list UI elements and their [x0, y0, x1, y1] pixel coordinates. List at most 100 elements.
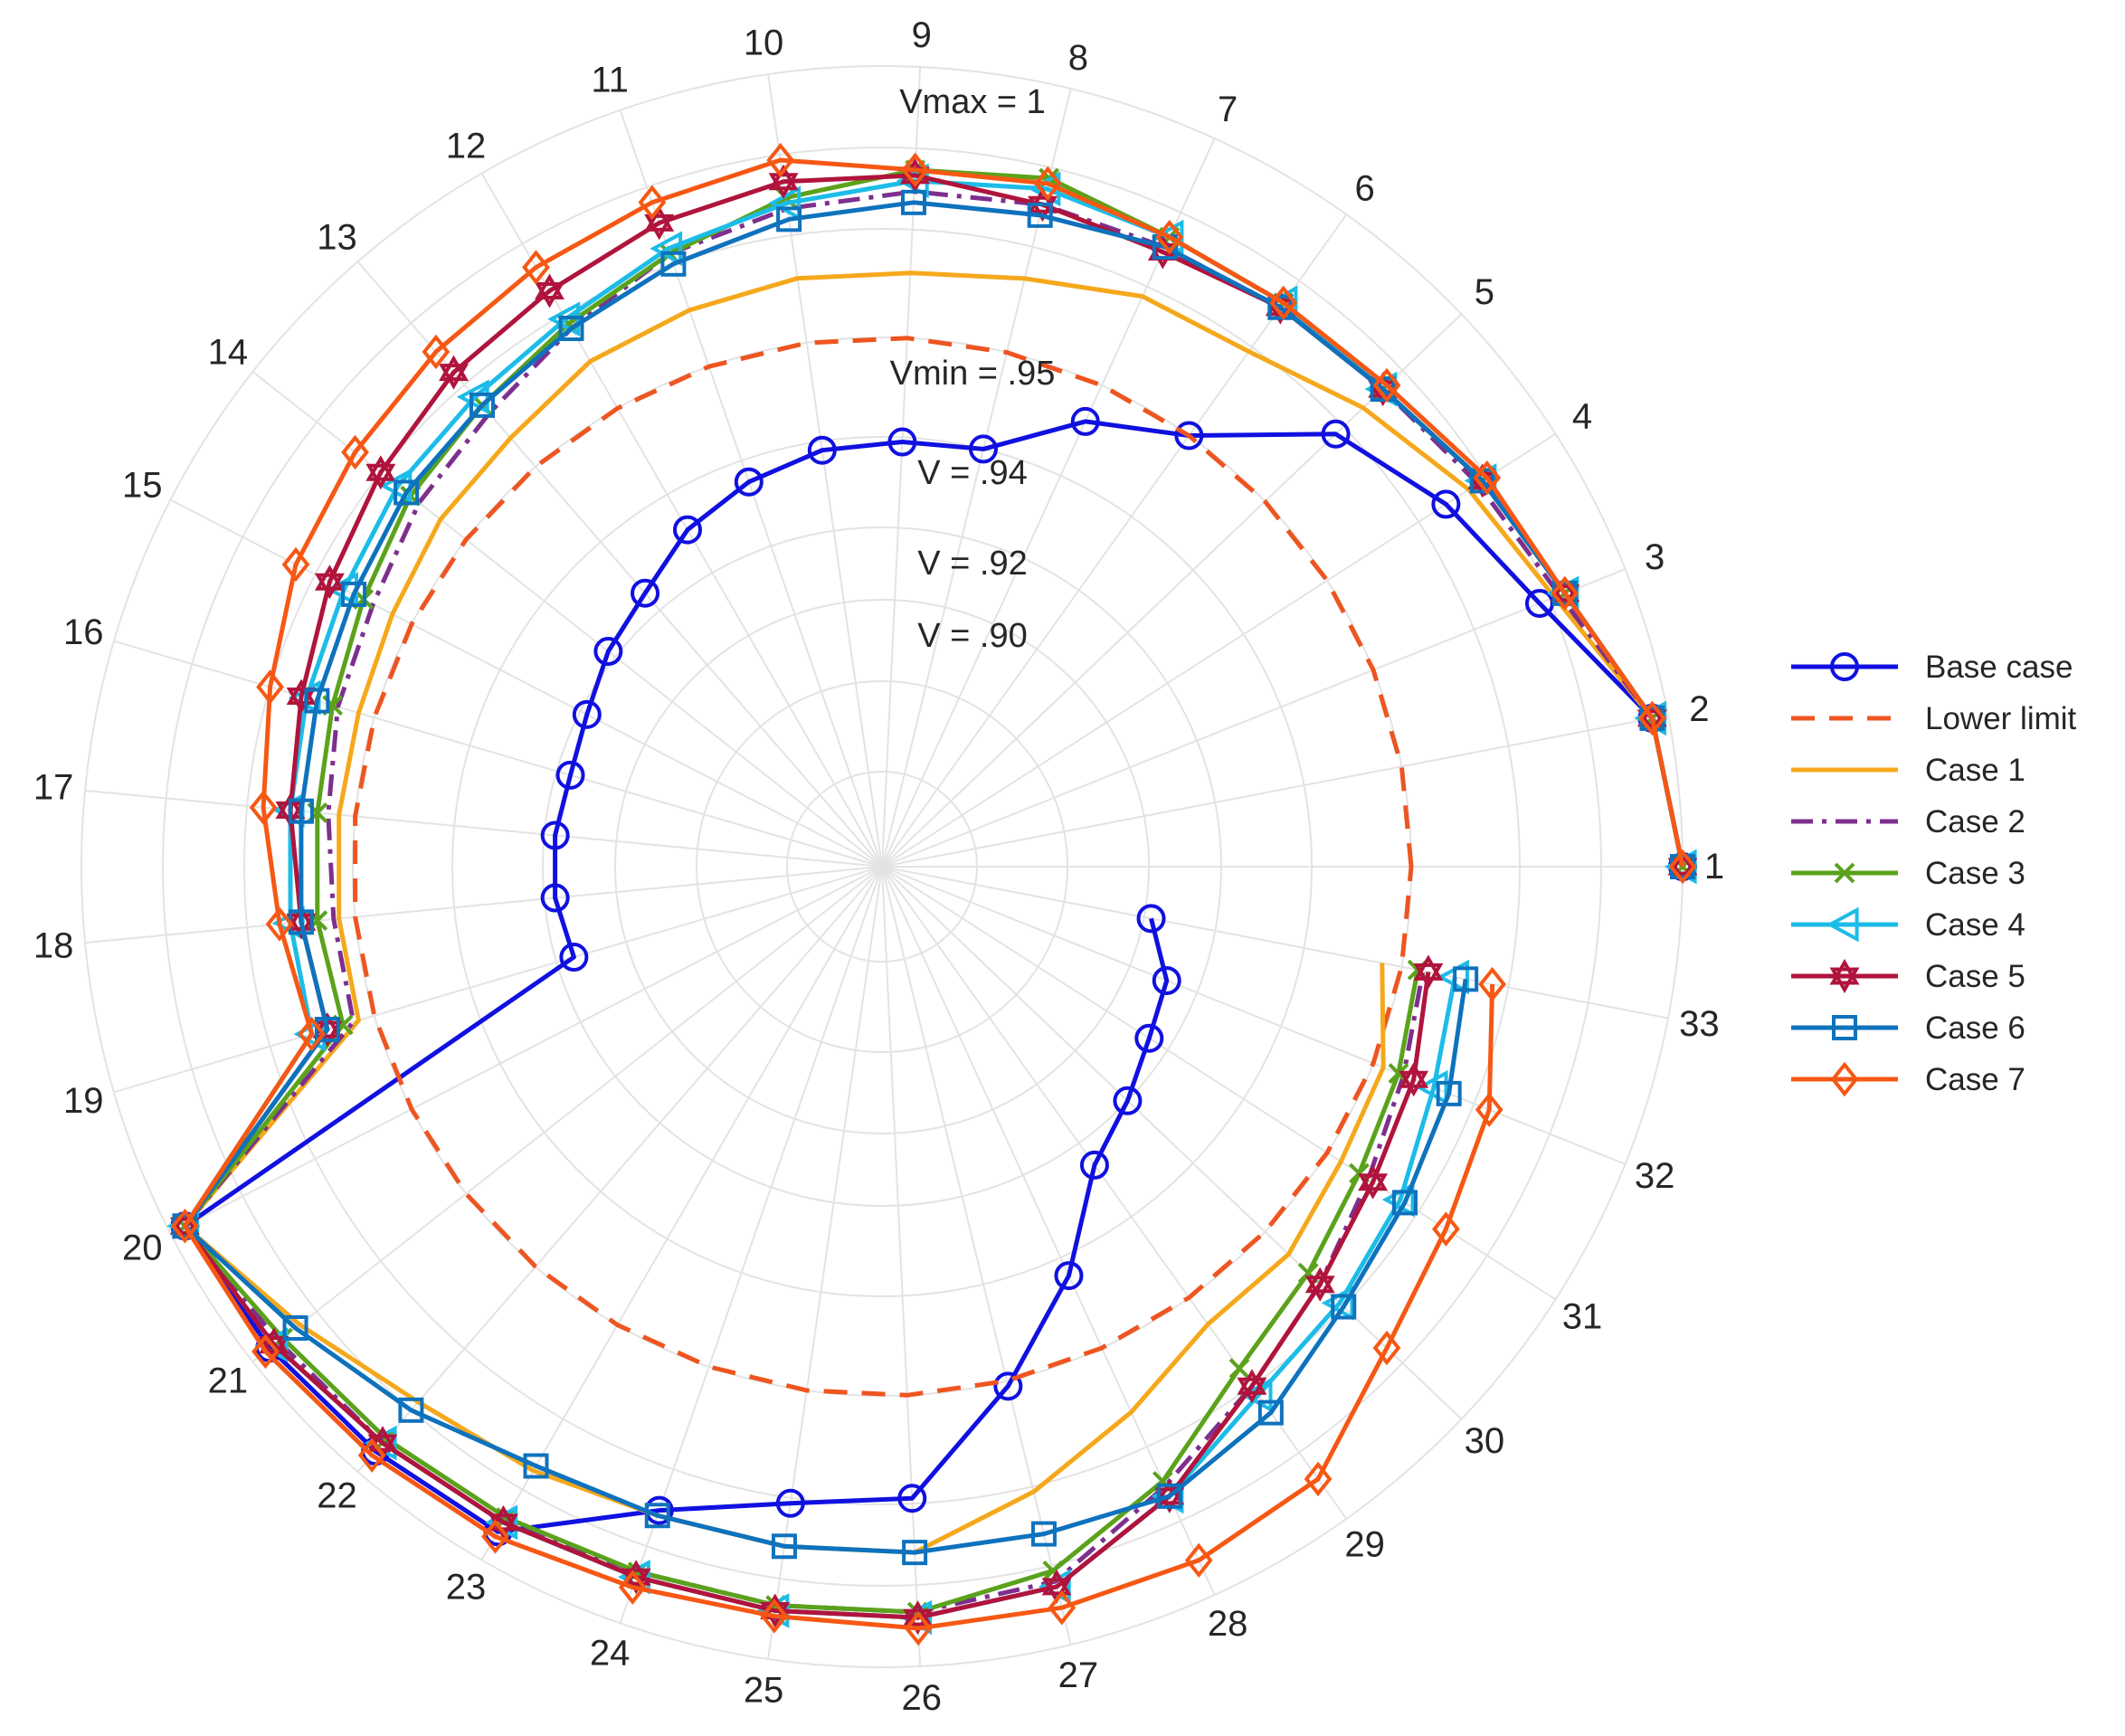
- spoke-label-7: 7: [1218, 90, 1238, 129]
- spoke-label-22: 22: [317, 1475, 357, 1515]
- marker-17: [288, 798, 314, 824]
- grid-spoke-26: [881, 866, 922, 1667]
- marker-14: [365, 455, 396, 490]
- grid-spoke-33: [881, 866, 1669, 1020]
- marker-11: [650, 231, 683, 267]
- legend-label: Case 6: [1925, 1010, 2025, 1046]
- grid-spoke-18: [84, 866, 883, 944]
- marker-part: [621, 1568, 651, 1595]
- marker-18: [265, 906, 294, 942]
- marker-9: [901, 152, 930, 188]
- marker-part: [367, 1426, 398, 1452]
- marker-part: [259, 1336, 289, 1362]
- marker-14: [394, 479, 420, 506]
- grid-spoke-8: [881, 88, 1072, 868]
- marker-6: [1174, 421, 1204, 451]
- marker-31: [1391, 1190, 1418, 1216]
- marker-24: [644, 1503, 670, 1529]
- marker-8: [1033, 166, 1062, 202]
- marker-15: [341, 581, 367, 607]
- legend-item-lower-limit: Lower limit: [1791, 701, 2077, 736]
- spoke-label-10: 10: [744, 23, 784, 62]
- grid-spoke-13: [356, 261, 883, 868]
- legend-label: Case 2: [1925, 804, 2025, 840]
- marker-31: [1134, 1023, 1164, 1053]
- series-line-case-6: [182, 200, 1685, 1555]
- legend-label: Case 1: [1925, 753, 2025, 788]
- marker-5: [1321, 419, 1351, 449]
- legend: Base case Lower limit Case 1 Case 2 Case 3 Ca…: [1791, 650, 2077, 1097]
- ring-label: Vmax = 1: [899, 83, 1046, 121]
- ring-label: V = .92: [917, 545, 1027, 583]
- marker-12: [522, 250, 550, 285]
- marker-part: [1399, 1062, 1429, 1088]
- marker-part: [1028, 195, 1058, 223]
- marker-10: [766, 142, 795, 178]
- marker-part: [365, 455, 396, 481]
- grid-spoke-2: [881, 714, 1669, 868]
- spoke-label-5: 5: [1475, 272, 1494, 312]
- series-line-case-1: [182, 270, 1685, 1555]
- marker-part: [314, 573, 345, 600]
- marker-1: [1668, 849, 1697, 885]
- marker-legend: [1834, 862, 1855, 884]
- marker-part: [1237, 1369, 1267, 1395]
- marker-23: [523, 1453, 549, 1479]
- marker-9: [900, 189, 926, 215]
- marker-12: [673, 515, 702, 545]
- marker-part: [1829, 959, 1860, 985]
- marker-part: [365, 463, 396, 490]
- marker-15: [572, 699, 602, 729]
- marker-16: [256, 669, 284, 705]
- marker-27: [1041, 1569, 1072, 1604]
- marker-part: [439, 355, 469, 382]
- spoke-label-24: 24: [590, 1633, 631, 1673]
- marker-4: [1431, 489, 1461, 519]
- grid-spoke-30: [881, 866, 1463, 1420]
- marker-3: [1551, 575, 1580, 612]
- marker-part: [1028, 187, 1058, 213]
- grid-spoke-14: [251, 371, 883, 868]
- marker-13: [469, 392, 495, 418]
- marker-8: [968, 434, 998, 464]
- legend-item-case-6: Case 6: [1791, 1010, 2025, 1046]
- marker-part: [644, 213, 675, 241]
- spoke-label-16: 16: [63, 612, 104, 652]
- marker-11: [644, 205, 675, 241]
- marker-28: [1156, 1483, 1182, 1509]
- legend-label: Case 5: [1925, 959, 2025, 994]
- grid-spoke-16: [113, 640, 883, 868]
- grid-spoke-32: [881, 866, 1626, 1165]
- marker-27: [993, 1371, 1023, 1401]
- legend-item-base-case: Base case: [1791, 650, 2073, 685]
- grid-spoke-4: [881, 432, 1557, 868]
- marker-26: [904, 1610, 933, 1646]
- series-line-base-case: [182, 419, 1685, 1534]
- spoke-label-25: 25: [744, 1671, 784, 1711]
- marker-4: [1473, 460, 1502, 496]
- marker-16: [555, 760, 585, 790]
- grid-spoke-6: [881, 213, 1348, 868]
- marker-part: [1636, 709, 1667, 735]
- ring-labels: Vmax = 1 Vmin = .95 V = .94 V = .92 V = .90: [890, 83, 1056, 655]
- marker-27: [1048, 1590, 1077, 1626]
- marker-part: [1550, 575, 1580, 602]
- marker-27: [1030, 1521, 1057, 1547]
- marker-32: [1399, 1062, 1429, 1097]
- legend-item-case-5: Case 5: [1791, 959, 2025, 994]
- marker-32: [1475, 1092, 1504, 1127]
- marker-16: [304, 688, 330, 714]
- legend-item-case-4: Case 4: [1791, 906, 2025, 943]
- marker-part: [1304, 1266, 1335, 1294]
- marker-part: [439, 364, 469, 390]
- spoke-label-13: 13: [317, 218, 357, 258]
- marker-11: [734, 467, 764, 497]
- spoke-label-28: 28: [1208, 1604, 1248, 1644]
- marker-22: [398, 1397, 424, 1423]
- grid-spoke-31: [881, 866, 1557, 1301]
- marker-part: [768, 164, 799, 191]
- marker-legend: [1826, 906, 1859, 943]
- marker-33: [1453, 966, 1479, 992]
- marker-part: [312, 1012, 343, 1039]
- spoke-label-8: 8: [1068, 38, 1088, 78]
